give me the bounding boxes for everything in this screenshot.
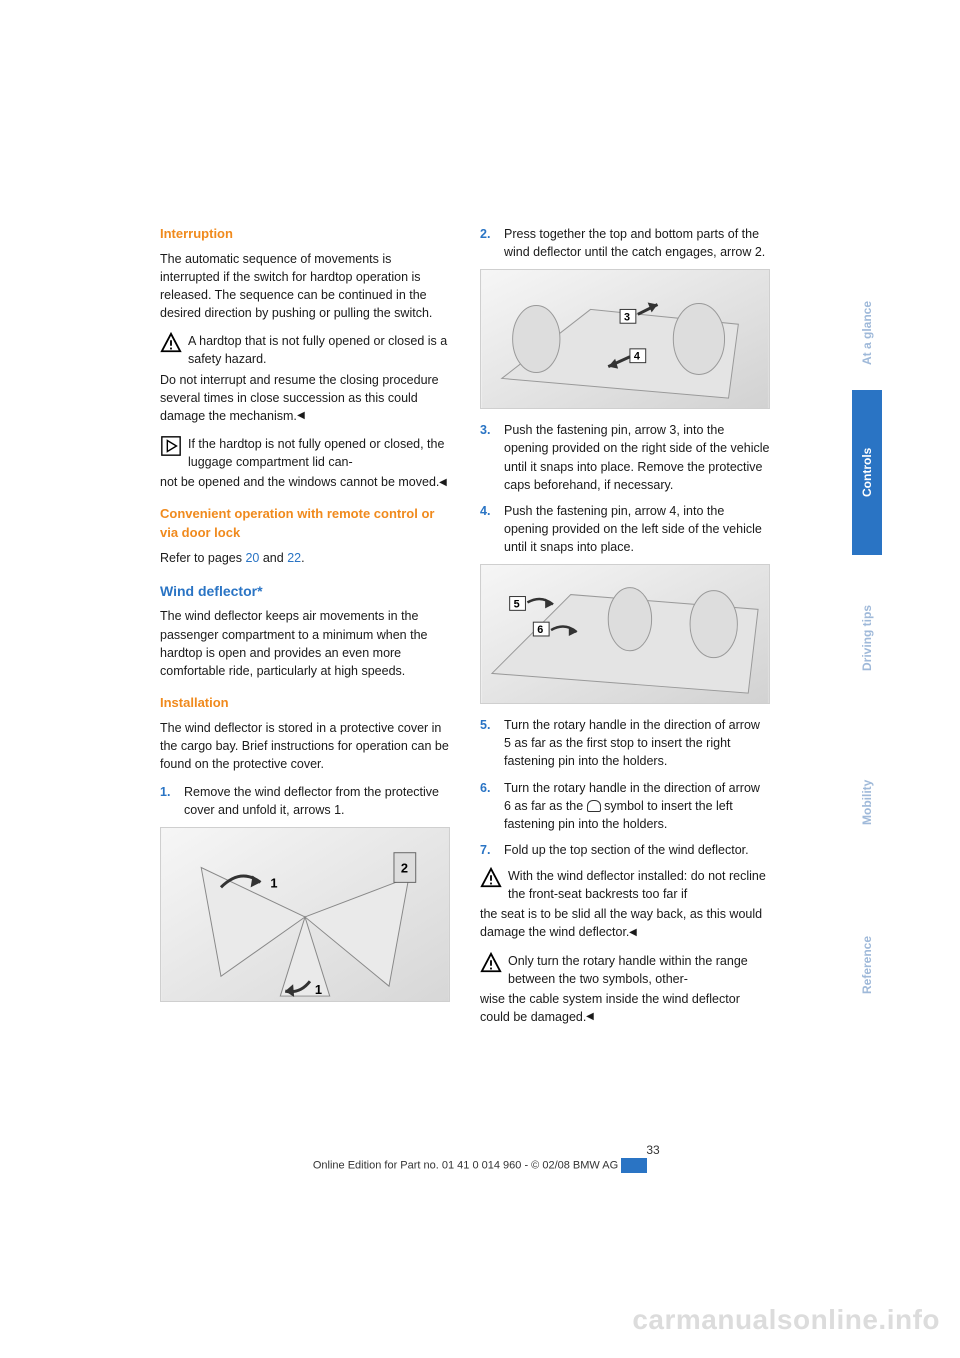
footer-accent-box: [621, 1158, 647, 1173]
handle-symbol-icon: [587, 800, 601, 812]
note-icon: [160, 435, 182, 457]
left-column: Interruption The automatic sequence of m…: [160, 225, 450, 1036]
note-block-1: If the hardtop is not fully opened or cl…: [160, 435, 450, 471]
right-column: 2. Press together the top and bottom par…: [480, 225, 770, 1036]
figure-unfold: 1 2 1: [160, 827, 450, 1002]
step-1-text: Remove the wind deflector from the prote…: [184, 783, 450, 819]
tab-reference[interactable]: Reference: [852, 885, 882, 1045]
figure-rotary: 5 6: [480, 564, 770, 704]
step-3-num: 3.: [480, 421, 494, 494]
warning-icon: [480, 952, 502, 974]
heading-installation: Installation: [160, 694, 450, 713]
interruption-body: The automatic sequence of movements is i…: [160, 250, 450, 323]
step-3-text: Push the fastening pin, arrow 3, into th…: [504, 421, 770, 494]
convenient-refer: Refer to pages 20 and 22.: [160, 549, 450, 567]
svg-text:1: 1: [315, 983, 322, 998]
heading-interruption: Interruption: [160, 225, 450, 244]
page-number: 33: [0, 1143, 960, 1157]
step-2-text: Press together the top and bottom parts …: [504, 225, 770, 261]
page-link-22[interactable]: 22: [287, 551, 301, 565]
step-5-num: 5.: [480, 716, 494, 770]
warning-block-1: A hardtop that is not fully opened or cl…: [160, 332, 450, 368]
warning-icon: [160, 332, 182, 354]
step-6: 6. Turn the rotary handle in the directi…: [480, 779, 770, 833]
warning-icon: [480, 867, 502, 889]
warning-2-text-b: the seat is to be slid all the way back,…: [480, 905, 770, 941]
watermark: carmanualsonline.info: [632, 1304, 940, 1336]
warning-1-text-b: Do not interrupt and resume the closing …: [160, 371, 450, 425]
page-footer: 33 Online Edition for Part no. 01 41 0 0…: [0, 1143, 960, 1173]
svg-text:4: 4: [634, 351, 640, 363]
tab-controls[interactable]: Controls: [852, 390, 882, 555]
warning-3-text-a: Only turn the rotary handle within the r…: [508, 952, 770, 988]
warning-3-text-b: wise the cable system inside the wind de…: [480, 990, 770, 1026]
manual-page: Interruption The automatic sequence of m…: [0, 0, 960, 1358]
step-1: 1. Remove the wind deflector from the pr…: [160, 783, 450, 819]
steps-right-c: 5. Turn the rotary handle in the directi…: [480, 716, 770, 859]
heading-wind-deflector: Wind deflector*: [160, 581, 450, 601]
step-7-text: Fold up the top section of the wind defl…: [504, 841, 749, 859]
step-1-num: 1.: [160, 783, 174, 819]
svg-text:5: 5: [514, 599, 520, 611]
warning-block-2: With the wind deflector installed: do no…: [480, 867, 770, 903]
step-6-num: 6.: [480, 779, 494, 833]
warning-2-text-a: With the wind deflector installed: do no…: [508, 867, 770, 903]
content-columns: Interruption The automatic sequence of m…: [160, 225, 860, 1036]
svg-text:6: 6: [537, 624, 543, 636]
note-1-text-b: not be opened and the windows cannot be …: [160, 473, 450, 491]
wind-deflector-body: The wind deflector keeps air movements i…: [160, 607, 450, 680]
step-3: 3. Push the fastening pin, arrow 3, into…: [480, 421, 770, 494]
warning-block-3: Only turn the rotary handle within the r…: [480, 952, 770, 988]
step-6-text: Turn the rotary handle in the direction …: [504, 779, 770, 833]
steps-right-b: 3. Push the fastening pin, arrow 3, into…: [480, 421, 770, 556]
step-4-text: Push the fastening pin, arrow 4, into th…: [504, 502, 770, 556]
installation-body: The wind deflector is stored in a protec…: [160, 719, 450, 773]
tab-at-a-glance[interactable]: At a glance: [852, 275, 882, 390]
step-2-num: 2.: [480, 225, 494, 261]
tab-mobility[interactable]: Mobility: [852, 720, 882, 885]
tab-driving-tips[interactable]: Driving tips: [852, 555, 882, 720]
svg-text:1: 1: [270, 876, 277, 891]
steps-left: 1. Remove the wind deflector from the pr…: [160, 783, 450, 819]
footer-text: Online Edition for Part no. 01 41 0 014 …: [313, 1159, 618, 1171]
step-4: 4. Push the fastening pin, arrow 4, into…: [480, 502, 770, 556]
step-2: 2. Press together the top and bottom par…: [480, 225, 770, 261]
figure-install-top: 3 4: [480, 269, 770, 409]
heading-convenient: Convenient operation with remote control…: [160, 505, 450, 543]
step-4-num: 4.: [480, 502, 494, 556]
steps-right-a: 2. Press together the top and bottom par…: [480, 225, 770, 261]
svg-text:2: 2: [401, 861, 408, 876]
note-1-text-a: If the hardtop is not fully opened or cl…: [188, 435, 450, 471]
side-tabs: At a glance Controls Driving tips Mobili…: [852, 275, 882, 1045]
warning-1-text-a: A hardtop that is not fully opened or cl…: [188, 332, 450, 368]
step-7-num: 7.: [480, 841, 494, 859]
page-link-20[interactable]: 20: [245, 551, 259, 565]
step-5: 5. Turn the rotary handle in the directi…: [480, 716, 770, 770]
step-5-text: Turn the rotary handle in the direction …: [504, 716, 770, 770]
step-7: 7. Fold up the top section of the wind d…: [480, 841, 770, 859]
svg-text:3: 3: [624, 312, 630, 324]
